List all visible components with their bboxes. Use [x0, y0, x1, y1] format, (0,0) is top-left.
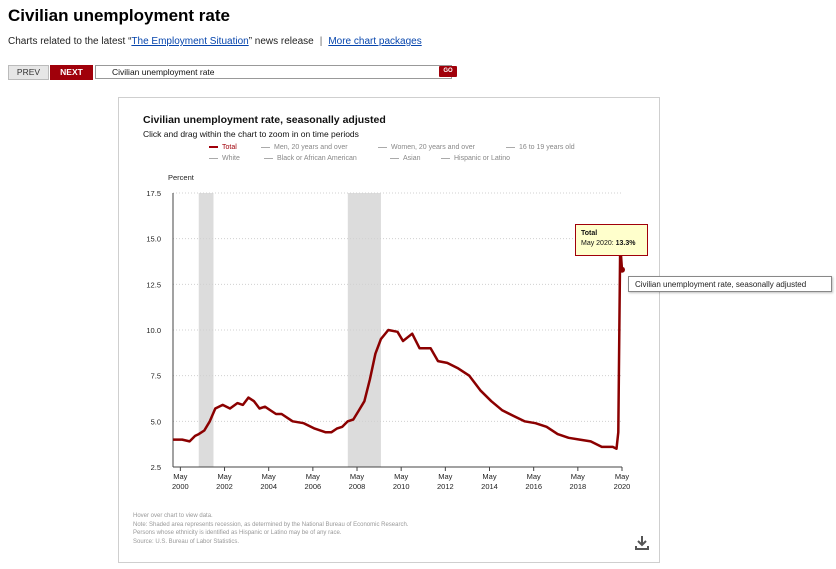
x-tick-label: 2000 [172, 482, 189, 491]
y-tick-label: 10.0 [146, 326, 161, 335]
x-tick-label: May [173, 472, 187, 481]
legend-label: 16 to 19 years old [519, 144, 575, 151]
y-axis-label: Percent [168, 173, 194, 182]
legend-item-women[interactable]: Women, 20 years and over [378, 144, 475, 151]
y-tick-label: 5.0 [151, 417, 161, 426]
tooltip-date: May 2020: [581, 240, 616, 247]
legend-swatch [209, 157, 218, 159]
y-tick-label: 12.5 [146, 280, 161, 289]
related-suffix: ” news release [248, 36, 314, 47]
legend-label: Black or African American [277, 155, 357, 162]
x-tick-label: 2016 [525, 482, 542, 491]
legend-swatch [209, 146, 218, 149]
download-icon[interactable] [635, 535, 649, 551]
x-tick-label: May [262, 472, 276, 481]
legend-label: White [222, 155, 240, 162]
legend-item-hispanic[interactable]: Hispanic or Latino [441, 155, 510, 162]
legend-item-white[interactable]: White [209, 155, 240, 162]
recession-band [347, 193, 381, 467]
related-charts-line: Charts related to the latest “The Employ… [8, 36, 422, 47]
separator: | [319, 36, 323, 47]
x-tick-label: May [527, 472, 541, 481]
x-tick-label: 2018 [569, 482, 586, 491]
y-tick-label: 7.5 [151, 372, 161, 381]
tooltip-series: Total [581, 230, 598, 237]
legend-label: Total [222, 144, 237, 151]
legend-swatch [261, 146, 270, 148]
legend-label: Asian [403, 155, 421, 162]
x-tick-label: 2014 [481, 482, 498, 491]
y-tick-label: 2.5 [151, 463, 161, 472]
x-tick-label: 2020 [614, 482, 631, 491]
legend-label: Women, 20 years and over [391, 144, 475, 151]
legend-item-total[interactable]: Total [209, 144, 237, 151]
legend-label: Men, 20 years and over [274, 144, 348, 151]
legend-swatch [264, 157, 273, 159]
x-tick-label: 2008 [349, 482, 366, 491]
plot-area[interactable]: 17.515.012.510.07.55.02.5May2000May2002M… [119, 98, 659, 508]
x-tick-label: 2006 [305, 482, 322, 491]
legend-item-asian[interactable]: Asian [390, 155, 421, 162]
y-tick-label: 17.5 [146, 189, 161, 198]
legend-item-black[interactable]: Black or African American [264, 155, 357, 162]
legend-swatch [506, 146, 515, 148]
x-tick-label: 2004 [260, 482, 277, 491]
chart-subtitle: Click and drag within the chart to zoom … [143, 129, 359, 139]
legend-item-men[interactable]: Men, 20 years and over [261, 144, 348, 151]
more-chart-packages-link[interactable]: More chart packages [328, 36, 422, 47]
x-tick-label: May [217, 472, 231, 481]
chart-title: Civilian unemployment rate, seasonally a… [143, 114, 386, 126]
y-tick-label: 15.0 [146, 235, 161, 244]
x-tick-label: 2010 [393, 482, 410, 491]
native-tooltip: Civilian unemployment rate, seasonally a… [628, 276, 832, 292]
legend-swatch [378, 146, 387, 148]
chart-container[interactable]: Civilian unemployment rate, seasonally a… [118, 97, 660, 563]
data-tooltip: Total May 2020: 13.3% [575, 224, 648, 256]
tooltip-value-line: May 2020: 13.3% [581, 239, 642, 249]
page-title: Civilian unemployment rate [8, 6, 230, 25]
legend-swatch [390, 157, 399, 159]
note-line: Hover over chart to view data. [133, 513, 213, 519]
x-tick-label: May [306, 472, 320, 481]
related-prefix: Charts related to the latest “ [8, 36, 132, 47]
x-tick-label: 2002 [216, 482, 233, 491]
chart-select[interactable]: Civilian unemployment rate ▼ [95, 65, 452, 79]
legend-swatch [441, 157, 450, 159]
note-line: Persons whose ethnicity is identified as… [133, 530, 342, 536]
x-tick-label: May [615, 472, 629, 481]
series-line-total [173, 242, 624, 450]
x-tick-label: May [571, 472, 585, 481]
next-button[interactable]: NEXT [50, 65, 93, 80]
go-button[interactable]: GO [439, 66, 457, 77]
note-line: Note: Shaded area represents recession, … [133, 521, 409, 528]
note-line: Source: U.S. Bureau of Labor Statistics. [133, 538, 240, 545]
x-tick-label: 2012 [437, 482, 454, 491]
legend-label: Hispanic or Latino [454, 155, 511, 162]
x-tick-label: May [350, 472, 364, 481]
x-tick-label: May [482, 472, 496, 481]
chart-notes: Hover over chart to view data. Note: Sha… [133, 512, 409, 546]
x-tick-label: May [394, 472, 408, 481]
highlight-point [619, 266, 625, 273]
employment-situation-link[interactable]: The Employment Situation [131, 36, 249, 47]
x-tick-label: May [438, 472, 452, 481]
chart-select-value: Civilian unemployment rate [112, 67, 215, 77]
tooltip-value: 13.3% [615, 240, 636, 247]
prev-button[interactable]: PREV [8, 65, 49, 80]
legend-item-teens[interactable]: 16 to 19 years old [506, 144, 575, 151]
